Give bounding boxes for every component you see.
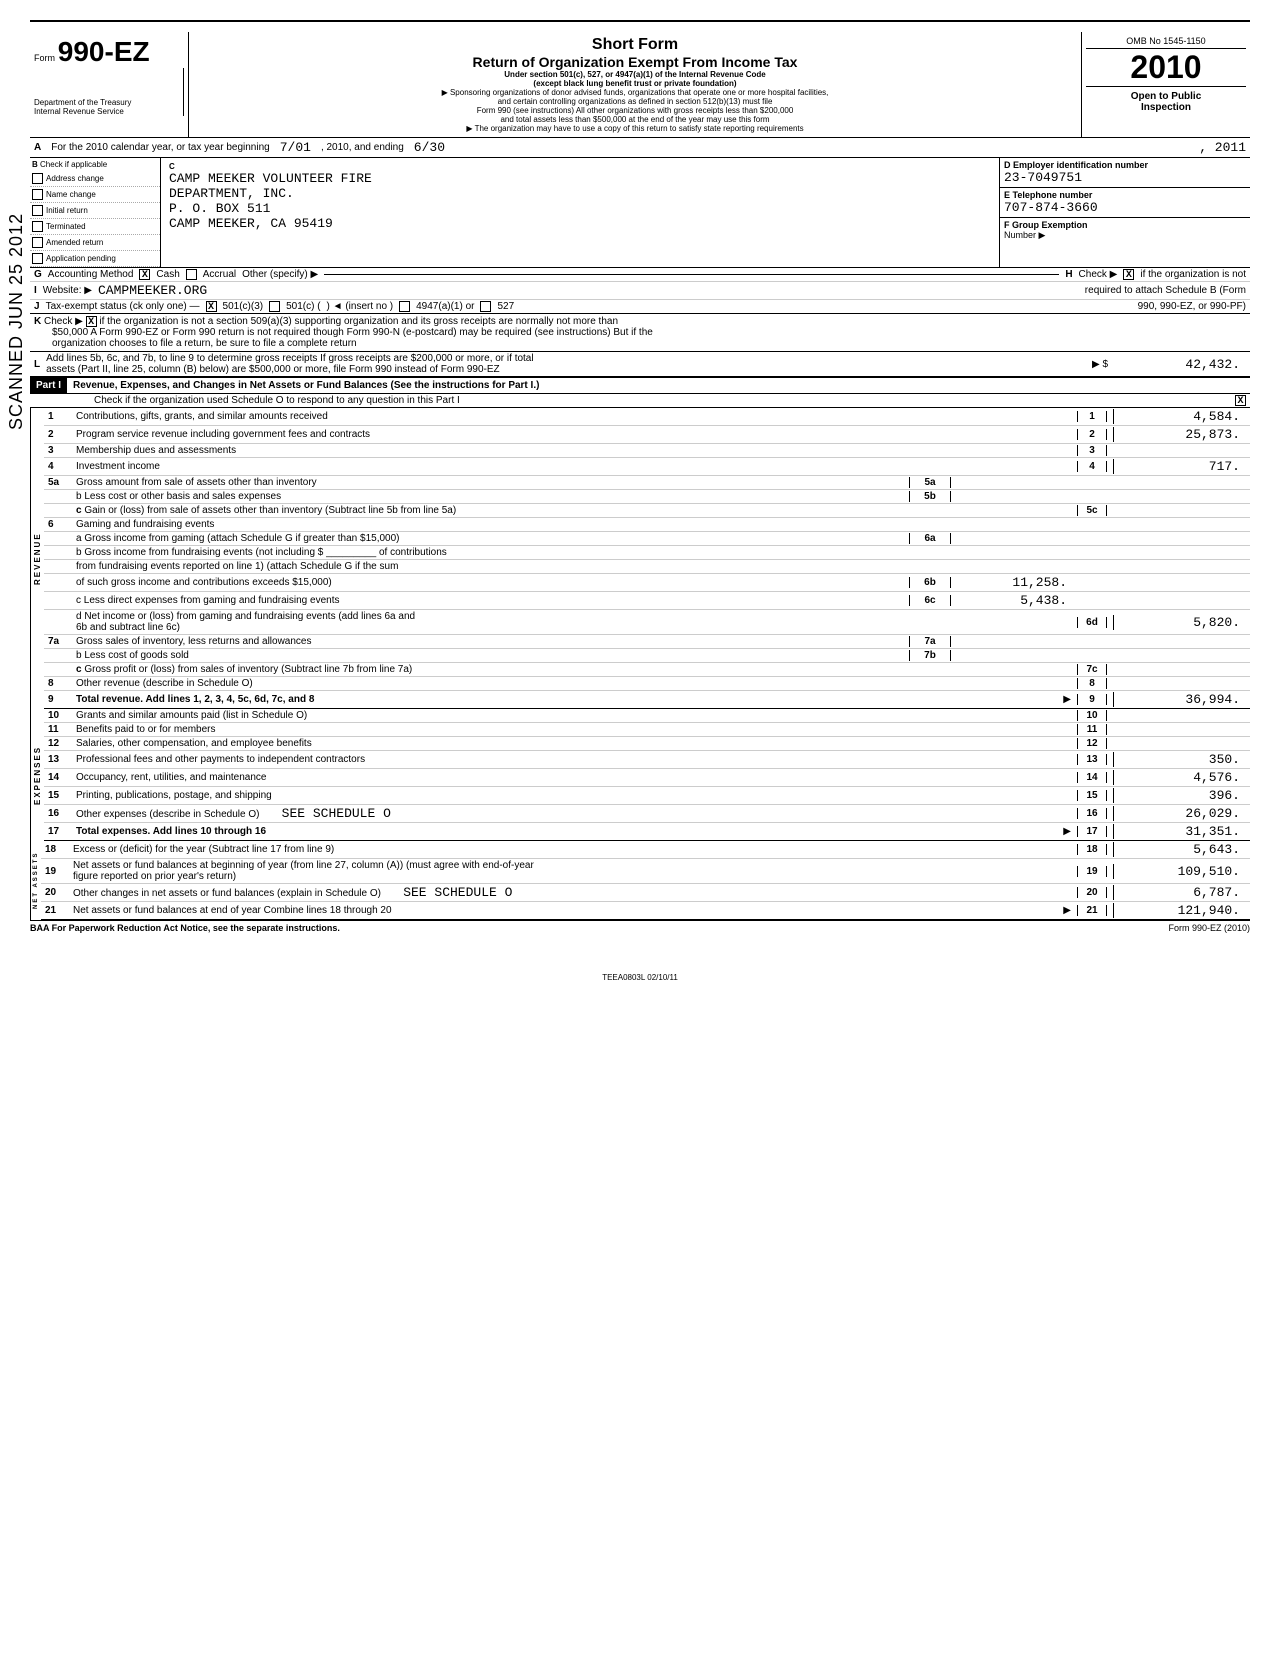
scanned-stamp: SCANNED JUN 25 2012 <box>6 213 27 430</box>
revenue-section: REVENUE 1Contributions, gifts, grants, a… <box>30 408 1250 709</box>
form-number: 990-EZ <box>58 36 150 67</box>
footer-code: TEEA0803L 02/10/11 <box>30 973 1250 982</box>
row-i: I Website: ▶ CAMPMEEKER.ORG required to … <box>30 282 1250 300</box>
dept-info: Department of the Treasury Internal Reve… <box>34 68 184 116</box>
part1-header: Part I Revenue, Expenses, and Changes in… <box>30 377 1250 394</box>
year-box: OMB No 1545-1150 2010 Open to Public Ins… <box>1081 32 1250 137</box>
netassets-section: NET ASSETS 18Excess or (deficit) for the… <box>30 841 1250 920</box>
row-j: J Tax-exempt status (ck only one) — X 50… <box>30 300 1250 314</box>
row-k: K Check ▶ X if the organization is not a… <box>30 314 1250 352</box>
part1-check: Check if the organization used Schedule … <box>30 394 1250 408</box>
footer: BAA For Paperwork Reduction Act Notice, … <box>30 920 1250 933</box>
col-c: C CAMP MEEKER VOLUNTEER FIRE DEPARTMENT,… <box>161 158 1000 267</box>
row-g: G Accounting Method XCash Accrual Other … <box>30 268 1250 282</box>
col-def: D Employer identification number 23-7049… <box>1000 158 1250 267</box>
col-b: B Check if applicable Address change Nam… <box>30 158 161 267</box>
expenses-section: EXPENSES 10Grants and similar amounts pa… <box>30 709 1250 841</box>
open-public: Open to Public Inspection <box>1086 86 1246 113</box>
form-prefix: Form <box>34 53 55 63</box>
row-l: L Add lines 5b, 6c, and 7b, to line 9 to… <box>30 352 1250 377</box>
section-bcdef: B Check if applicable Address change Nam… <box>30 158 1250 268</box>
form-box: Form 990-EZ Department of the Treasury I… <box>30 32 189 137</box>
row-a: A For the 2010 calendar year, or tax yea… <box>30 138 1250 158</box>
header: Form 990-EZ Department of the Treasury I… <box>30 32 1250 138</box>
form-page: Form 990-EZ Department of the Treasury I… <box>30 20 1250 982</box>
title-box: Short Form Return of Organization Exempt… <box>189 32 1081 137</box>
